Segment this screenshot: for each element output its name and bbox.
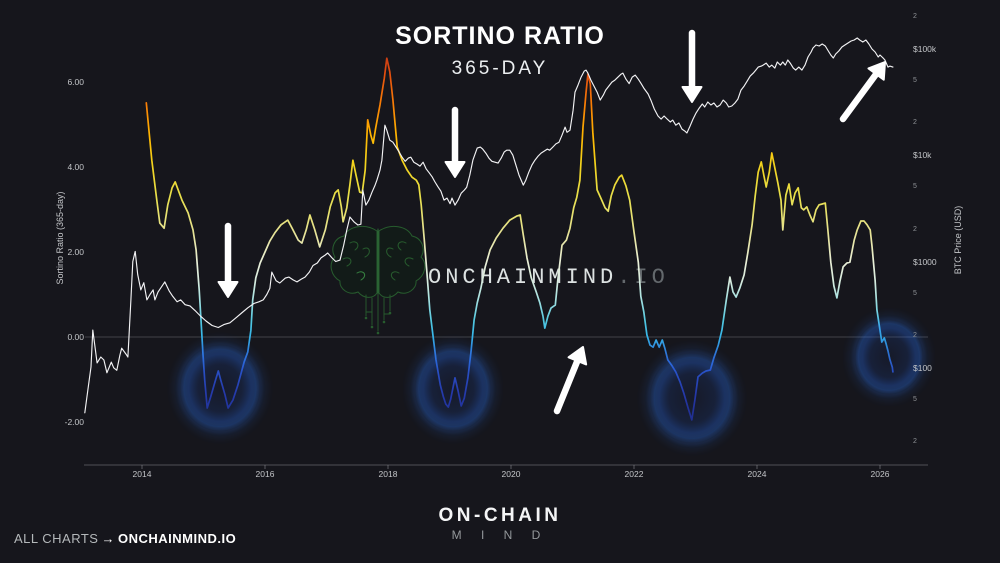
right-axis-tick: $1000 [913,257,937,267]
brain-watermark-icon [330,225,426,335]
right-axis-tick: 2 [913,226,917,233]
right-axis-tick: $100k [913,44,937,54]
footer-credit: ALL CHARTS → ONCHAINMIND.IO [14,531,236,546]
right-axis-tick: 5 [913,396,917,403]
x-axis-tick: 2022 [624,469,644,479]
left-axis-tick: 0.00 [67,332,84,342]
watermark-brand: ONCHAINMIND [428,265,618,290]
x-axis-tick: 2024 [747,469,767,479]
logo-onchain: ON-CHAIN [438,505,562,526]
right-axis-tick: 2 [913,13,917,20]
x-axis-tick: 2016 [255,469,275,479]
sortino-ratio-line [145,57,894,421]
x-axis-tick: 2014 [132,469,152,479]
right-axis-tick: 5 [913,77,917,84]
x-axis [84,464,928,469]
x-axis-tick: 2020 [501,469,521,479]
left-axis-tick: 4.00 [67,162,84,172]
left-axis-title: Sortino Ratio (365-day) [55,191,65,285]
page-subtitle: 365-DAY [451,58,549,79]
right-axis-tick: 2 [913,119,917,126]
right-axis-tick: 5 [913,183,917,190]
x-axis-tick: 2018 [378,469,398,479]
footer-credit-prefix: ALL CHARTS [14,531,99,546]
left-axis-tick: 2.00 [67,247,84,257]
cycle-low-highlight-circles [174,314,929,449]
right-axis-tick: 5 [913,290,917,297]
annotation-arrows [217,29,886,415]
page-title: SORTINO RATIO [395,22,605,50]
arrow-right-icon: → [101,531,115,546]
x-axis-tick: 2026 [870,469,890,479]
right-axis-tick: 2 [913,332,917,339]
right-axis-tick: $10k [913,150,932,160]
right-axis-tick: $100 [913,363,932,373]
watermark-domain: .IO [617,265,669,290]
left-axis-tick: 6.00 [67,77,84,87]
right-axis-title: BTC Price (USD) [953,205,963,275]
right-axis-tick: 2 [913,438,917,445]
logo-mind: M I N D [451,528,549,542]
watermark-brand-text: ONCHAINMIND.IO [428,265,669,290]
footer-credit-brand: ONCHAINMIND.IO [117,531,237,546]
btc-price-line [84,37,894,414]
left-axis-tick: -2.00 [64,417,84,427]
